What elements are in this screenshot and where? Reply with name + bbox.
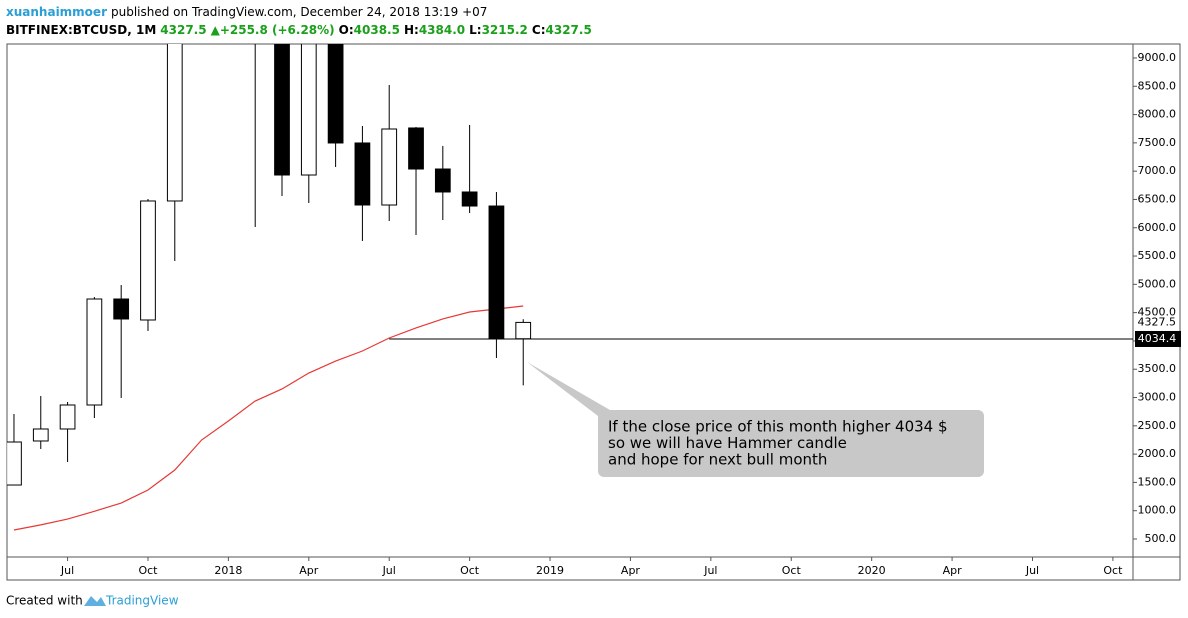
x-tick-label: Apr — [621, 564, 641, 577]
footer-created: Created with — [6, 594, 83, 608]
symbol: BITFINEX:BTCUSD, 1M — [6, 23, 156, 37]
x-tick-label: Jul — [60, 564, 74, 577]
x-tick-label: Oct — [460, 564, 480, 577]
x-tick-label: Oct — [782, 564, 802, 577]
last-close-label: 4327.5 — [1138, 315, 1177, 328]
y-tick-label: 3000.0 — [1138, 391, 1177, 404]
y-tick-label: 7000.0 — [1138, 164, 1177, 177]
candle-body — [381, 128, 398, 206]
candle-body — [408, 127, 424, 170]
c: 4327.5 — [546, 23, 592, 37]
y-tick-label: 5000.0 — [1138, 277, 1177, 290]
annotation-line: If the close price of this month higher … — [608, 418, 948, 436]
footer-brand[interactable]: TradingView — [105, 594, 179, 608]
x-tick-label: Oct — [138, 564, 158, 577]
candle-body — [488, 205, 505, 340]
y-tick-label: 1500.0 — [1138, 475, 1177, 488]
y-tick-label: 500.0 — [1145, 532, 1177, 545]
candle-body — [113, 298, 130, 320]
x-tick-label: Oct — [1103, 564, 1123, 577]
x-tick-label: 2019 — [536, 564, 564, 577]
annotation-line: and hope for next bull month — [608, 451, 827, 469]
candle-body — [32, 428, 49, 442]
y-tick-label: 5500.0 — [1138, 249, 1177, 262]
y-tick-label: 9000.0 — [1138, 51, 1177, 64]
x-tick-label: Jul — [1025, 564, 1039, 577]
x-tick-label: Jul — [382, 564, 396, 577]
y-tick-label: 1000.0 — [1138, 504, 1177, 517]
candle-body — [140, 200, 156, 321]
callout — [598, 410, 984, 477]
candle-body — [59, 404, 76, 430]
annotation-line: so we will have Hammer candle — [608, 434, 847, 452]
c-label: C: — [532, 23, 546, 37]
candle-body — [515, 321, 532, 340]
arrow: ▲ — [211, 23, 221, 37]
last: 4327.5 — [160, 23, 206, 37]
o-label: O: — [339, 23, 354, 37]
level-label-box — [1135, 330, 1181, 347]
x-tick-label: Jul — [703, 564, 717, 577]
y-tick-label: 7500.0 — [1138, 136, 1177, 149]
l-label: L: — [469, 23, 481, 37]
x-tick-label: 2020 — [858, 564, 886, 577]
author[interactable]: xuanhaimmoer — [6, 5, 107, 19]
level-label: 4034.4 — [1138, 332, 1177, 345]
candle-body — [166, 44, 183, 202]
o: 4038.5 — [354, 23, 400, 37]
candle-body — [327, 44, 344, 144]
callout-pointer — [527, 362, 610, 416]
header-line-1: xuanhaimmoer published on TradingView.com… — [6, 5, 487, 19]
y-tick-label: 4500.0 — [1138, 306, 1177, 319]
candle-body — [86, 298, 103, 406]
candle-body — [354, 142, 371, 206]
y-tick-label: 2500.0 — [1138, 419, 1177, 432]
y-tick-label: 8000.0 — [1138, 108, 1177, 121]
y-tick-label: 8500.0 — [1138, 79, 1177, 92]
l: 3215.2 — [482, 23, 528, 37]
candle-body — [274, 44, 290, 176]
y-tick-label: 3500.0 — [1138, 362, 1177, 375]
h-label: H: — [404, 23, 419, 37]
y-tick-label: 2000.0 — [1138, 447, 1177, 460]
y-tick-label: 6000.0 — [1138, 221, 1177, 234]
h: 4384.0 — [419, 23, 465, 37]
change: +255.8 (+6.28%) — [220, 23, 335, 37]
y-tick-label: 6500.0 — [1138, 192, 1177, 205]
candle-body — [434, 168, 451, 193]
frame — [6, 43, 1181, 581]
x-tick-label: Apr — [299, 564, 319, 577]
moving-average — [13, 305, 524, 531]
published: published on TradingView.com, December 2… — [111, 5, 487, 19]
candle-body — [7, 441, 22, 486]
candle-body — [300, 44, 317, 176]
annotation: If the close price of this month higher … — [608, 418, 948, 469]
plot — [7, 44, 1133, 531]
x-tick-label: Apr — [943, 564, 963, 577]
candle-body — [461, 191, 478, 207]
x-tick-label: 2018 — [214, 564, 242, 577]
logo — [84, 596, 106, 606]
header-line-2: BITFINEX:BTCUSD, 1M 4327.5 ▲+255.8 (+6.28%… — [6, 23, 592, 37]
